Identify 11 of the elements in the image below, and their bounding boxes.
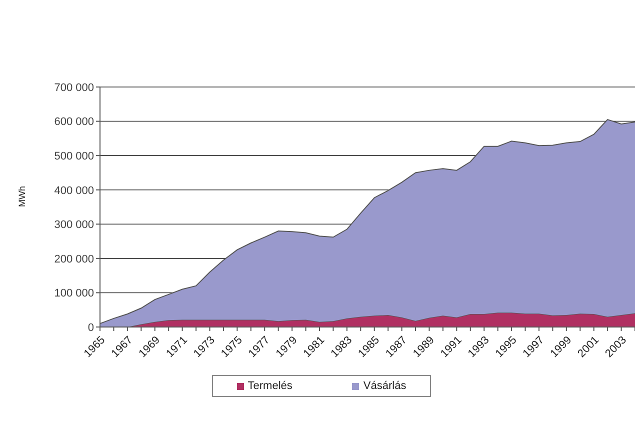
- legend-label: Vásárlás: [362, 380, 406, 392]
- y-tick-label: 700 000: [54, 82, 94, 94]
- y-tick-label: 600 000: [54, 116, 94, 128]
- y-tick-label: 500 000: [54, 150, 94, 162]
- y-tick-label: 200 000: [54, 253, 94, 266]
- legend-label: Termelés: [246, 380, 292, 392]
- y-axis-title: MWh: [17, 186, 28, 207]
- y-tick-label: 400 000: [54, 184, 94, 197]
- y-tick-label: 300 000: [54, 219, 94, 232]
- y-tick-label: 0: [88, 322, 94, 334]
- y-tick-label: 100 000: [54, 288, 94, 300]
